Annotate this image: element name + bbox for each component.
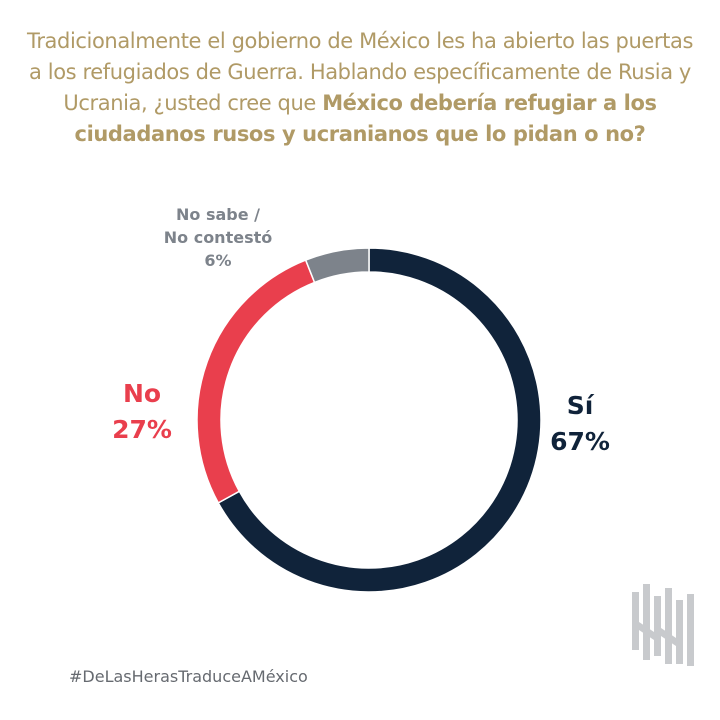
slice-value-no-sabe: 6%	[204, 251, 232, 270]
chart-title: Tradicionalmente el gobierno de México l…	[20, 26, 700, 150]
slice-label-no-sabe: No sabe / No contestó 6%	[148, 203, 288, 272]
slice-value-no: 27%	[112, 415, 172, 444]
title-normal-text: Tradicionalmente el gobierno de México l…	[26, 29, 693, 115]
donut-slice-no-sabe	[304, 247, 370, 284]
donut-slice-no	[196, 259, 316, 504]
slice-name-no-sabe-line2: No contestó	[163, 228, 273, 247]
de-las-heras-logo-icon	[632, 584, 694, 666]
slice-label-no: No 27%	[92, 376, 192, 448]
slice-label-si: Sí 67%	[540, 388, 620, 460]
slice-name-no-sabe-line1: No sabe /	[176, 205, 260, 224]
title-bold-text: México debería refugiar a los ciudadanos…	[74, 91, 657, 146]
slice-name-si: Sí	[566, 391, 594, 420]
donut-slice-si	[217, 247, 542, 593]
hashtag-footer: #DeLasHerasTraduceAMéxico	[69, 667, 308, 686]
slice-name-no: No	[122, 379, 162, 408]
slice-value-si: 67%	[550, 427, 610, 456]
